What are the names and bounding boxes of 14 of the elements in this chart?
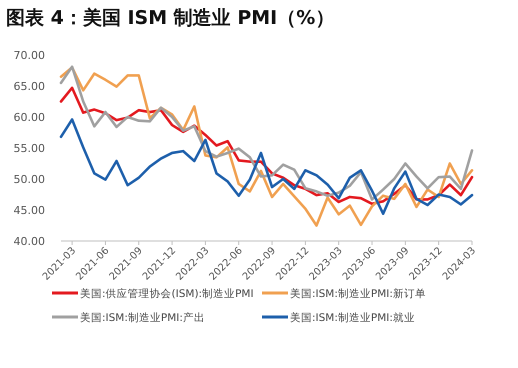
legend-label: 美国:ISM:制造业PMI:就业 xyxy=(290,311,415,324)
y-tick-label: 50.00 xyxy=(14,173,45,186)
y-tick-label: 55.00 xyxy=(14,142,45,155)
legend-label: 美国:ISM:制造业PMI:新订单 xyxy=(290,287,426,300)
y-tick-label: 45.00 xyxy=(14,204,45,217)
y-tick-label: 70.00 xyxy=(14,49,45,62)
y-tick-label: 40.00 xyxy=(14,235,45,248)
y-tick-label: 65.00 xyxy=(14,80,45,93)
line-series xyxy=(60,118,474,216)
y-tick-label: 60.00 xyxy=(14,111,45,124)
legend-label: 美国:ISM:制造业PMI:产出 xyxy=(80,311,205,324)
legend-label: 美国:供应管理协会(ISM):制造业PMI xyxy=(80,287,254,300)
line-series xyxy=(60,65,474,201)
chart-title: 图表 4：美国 ISM 制造业 PMI（%） xyxy=(6,7,334,29)
